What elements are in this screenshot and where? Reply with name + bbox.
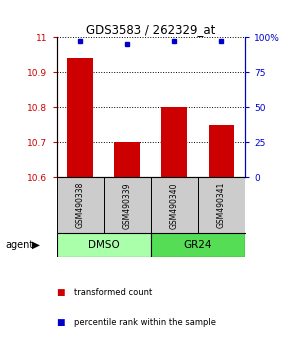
Text: ■: ■ [57,318,65,327]
Bar [57,233,151,257]
Bar [57,177,104,233]
Bar [151,233,245,257]
Text: ▶: ▶ [32,240,40,250]
Bar [162,107,187,177]
Title: GDS3583 / 262329_at: GDS3583 / 262329_at [86,23,215,36]
Text: percentile rank within the sample: percentile rank within the sample [74,318,216,327]
Text: transformed count: transformed count [74,287,152,297]
Bar [104,177,151,233]
Text: GSM490338: GSM490338 [76,182,85,228]
Text: DMSO: DMSO [88,240,119,250]
Text: GSM490339: GSM490339 [123,182,132,229]
Text: GSM490341: GSM490341 [217,182,226,228]
Text: ■: ■ [57,287,65,297]
Text: agent: agent [6,240,34,250]
Bar [114,142,140,177]
Bar [151,177,198,233]
Text: GR24: GR24 [184,240,212,250]
Bar [67,58,93,177]
Bar [209,125,234,177]
Bar [198,177,245,233]
Text: GSM490340: GSM490340 [170,182,179,229]
